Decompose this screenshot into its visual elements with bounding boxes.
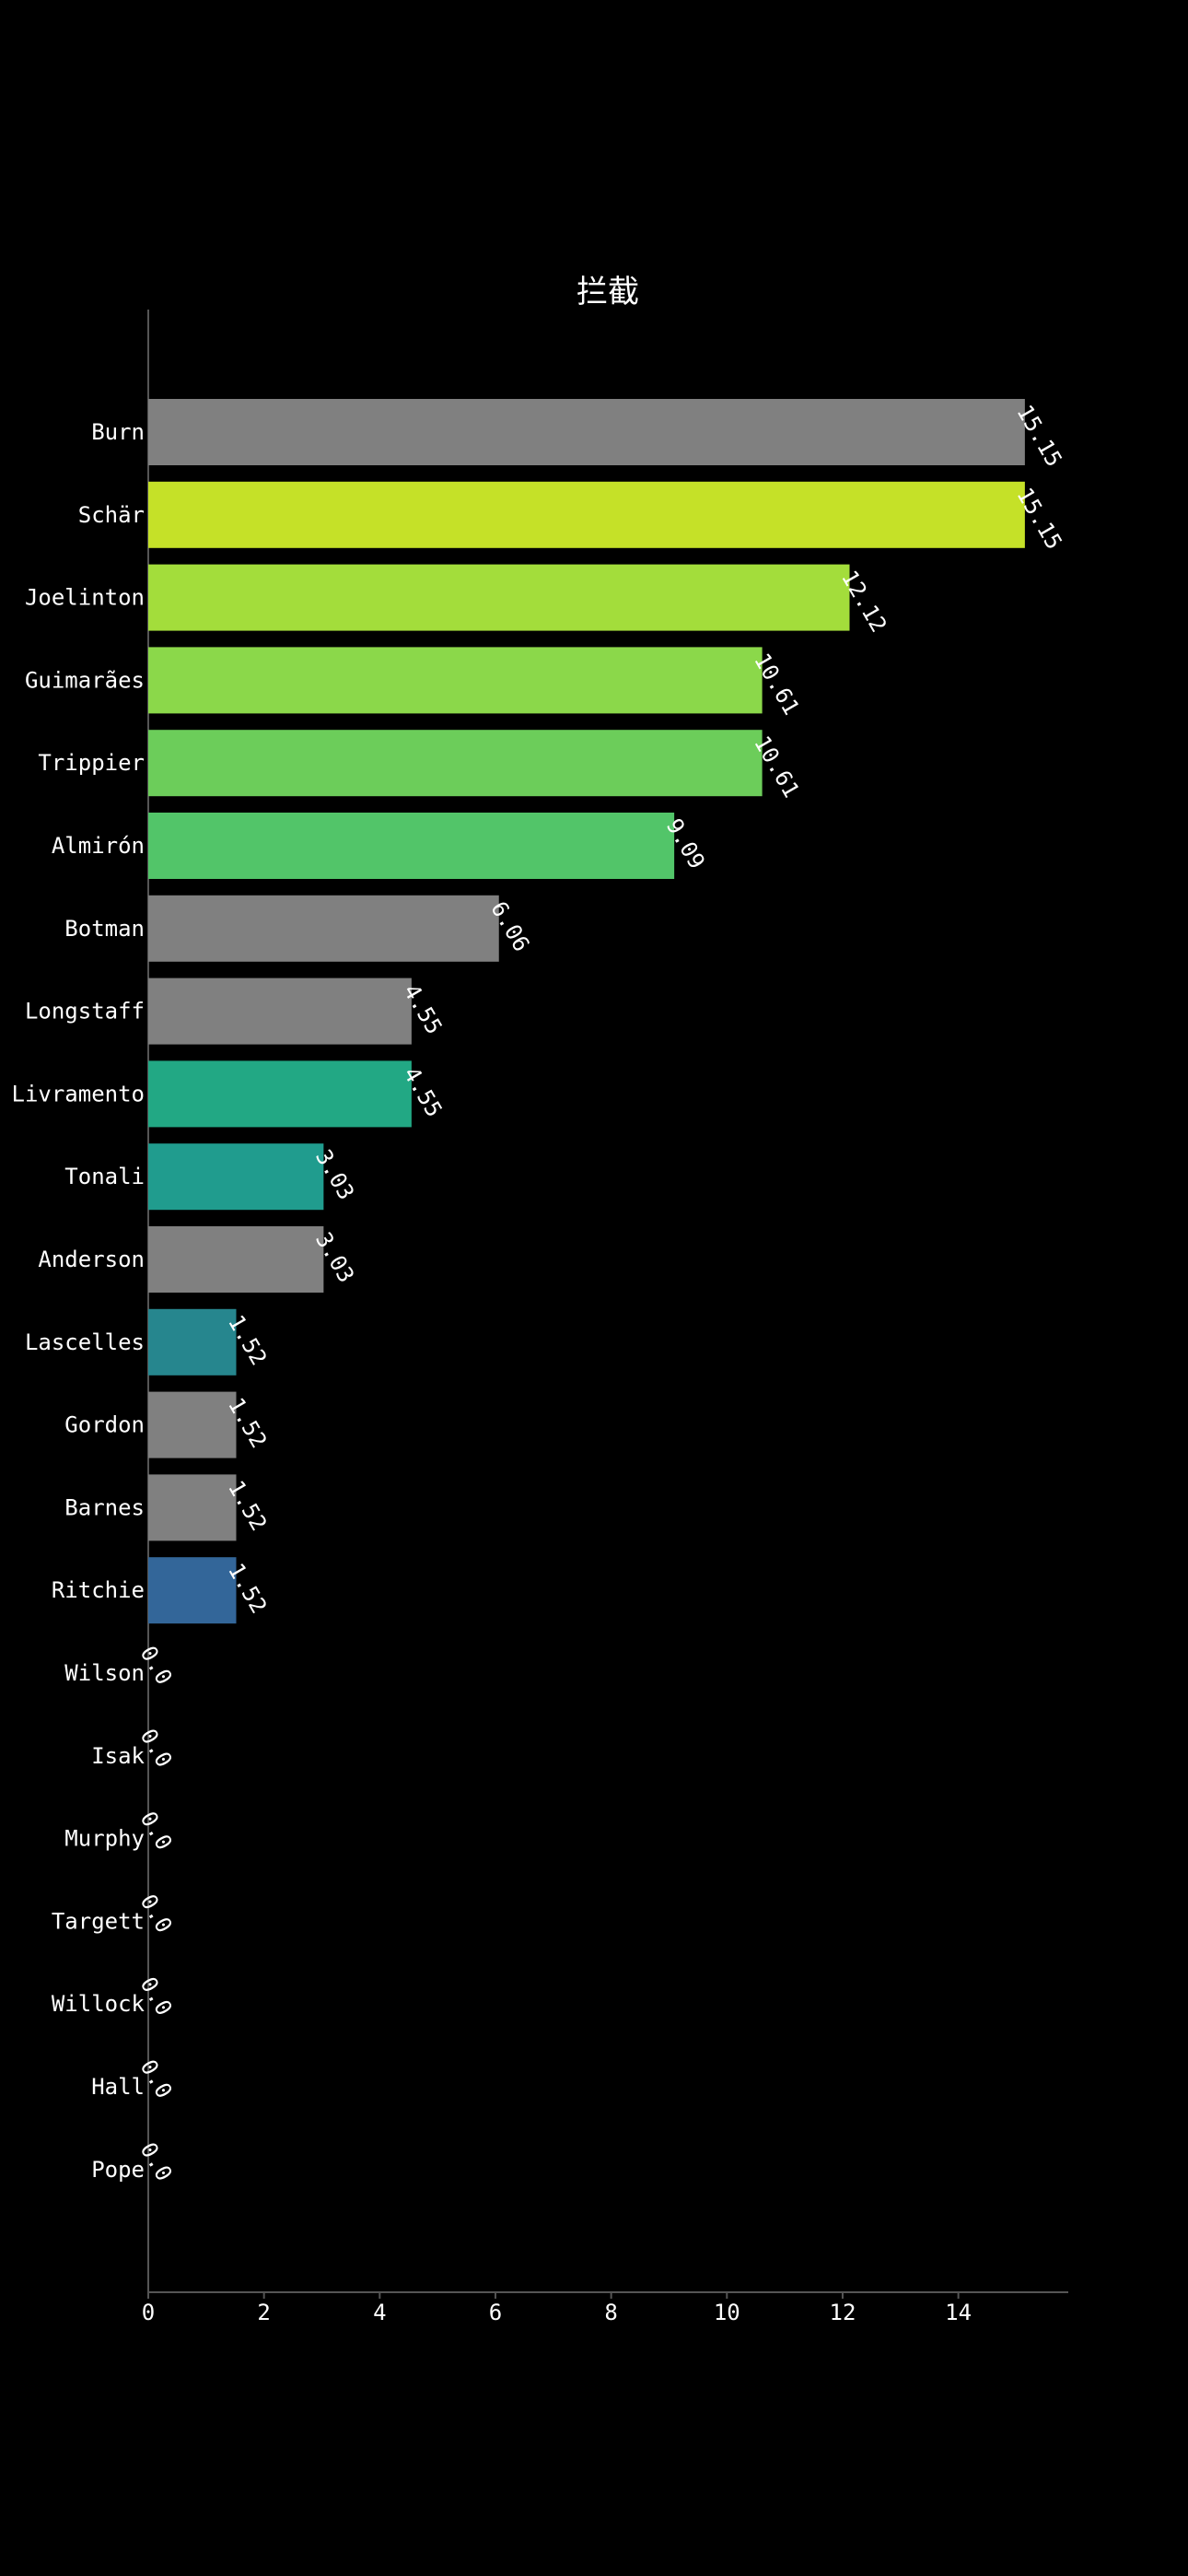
category-label: Isak [91,1743,145,1769]
x-tick-label: 10 [714,2300,740,2325]
bar-botman [148,895,499,962]
chart-title: 拦截 [577,274,639,310]
category-label: Guimarães [25,667,145,693]
category-label: Trippier [38,750,145,776]
x-tick-label: 14 [945,2300,972,2325]
category-labels-group: Burn Schär Joelinton Guimarães Trippier Almir… [12,419,146,2183]
x-ticks-group: 0 2 4 6 8 10 12 14 [142,2292,972,2325]
category-label: Targett [52,1908,145,1934]
bar-joelinton [148,564,850,631]
x-tick-label: 12 [830,2300,856,2325]
x-tick-label: 0 [142,2300,155,2325]
category-label: Schär [78,502,145,528]
bar-longstaff [148,978,412,1045]
category-label: Botman [64,916,145,942]
category-label: Ritchie [52,1577,145,1603]
bar-livramento [148,1060,412,1128]
category-label: Livramento [12,1081,146,1107]
x-tick-label: 4 [373,2300,386,2325]
bars-group [148,399,1025,1624]
category-label: Anderson [38,1247,145,1272]
category-label: Gordon [64,1412,145,1438]
x-tick-label: 2 [257,2300,270,2325]
bar-ritchie [148,1557,237,1624]
category-label: Wilson [64,1660,145,1686]
bar-gordon [148,1391,237,1458]
x-tick-label: 6 [489,2300,502,2325]
bar-trippier [148,730,763,797]
bar-barnes [148,1474,237,1541]
category-label: Pope [91,2157,145,2183]
category-label: Hall [91,2074,145,2100]
bar-almirón [148,813,675,879]
x-tick-label: 8 [604,2300,617,2325]
bar-schär [148,481,1025,548]
bar-guimarães [148,647,763,714]
category-label: Burn [91,419,145,445]
bar-burn [148,399,1025,465]
category-label: Willock [52,1991,146,2017]
category-label: Joelinton [25,585,145,611]
category-label: Longstaff [25,999,145,1025]
bar-lascelles [148,1308,237,1376]
category-label: Lascelles [25,1329,145,1355]
bar-tonali [148,1143,324,1211]
bar-anderson [148,1226,324,1293]
category-label: Almirón [52,833,145,859]
category-label: Tonali [64,1164,145,1189]
category-label: Barnes [64,1494,145,1520]
category-label: Murphy [64,1826,145,1852]
